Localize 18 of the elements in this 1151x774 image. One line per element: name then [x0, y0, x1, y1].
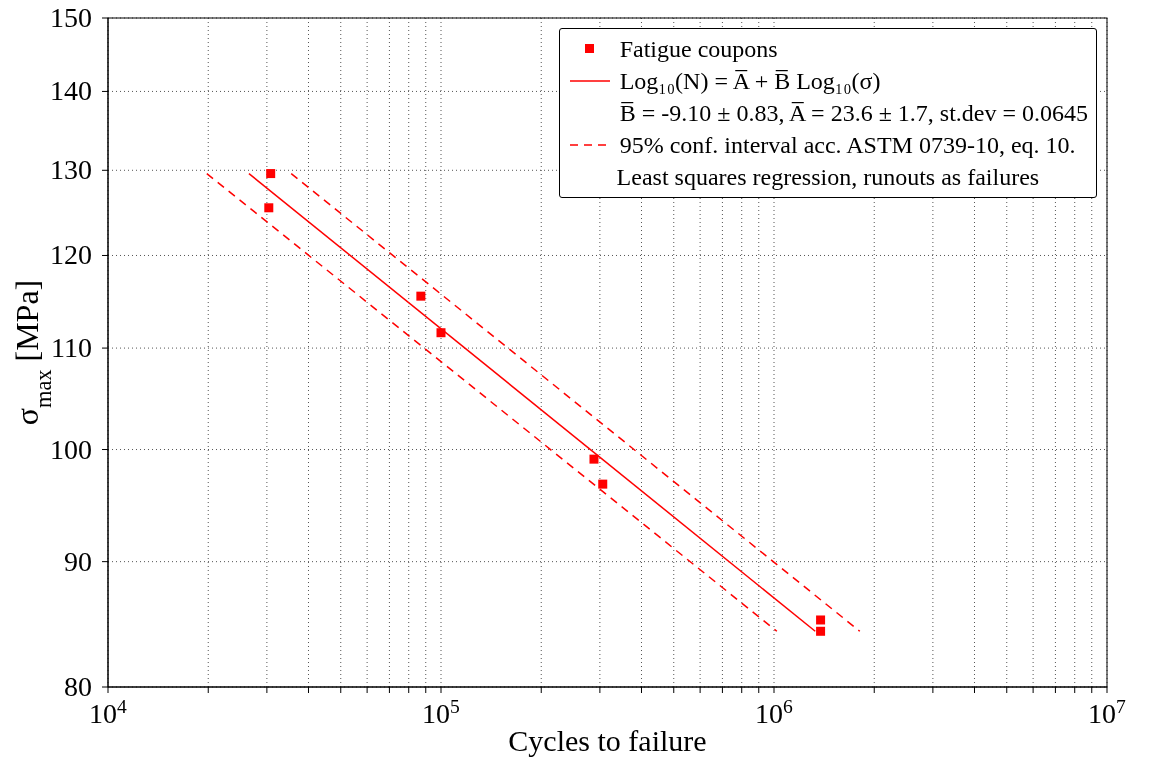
x-tick-label: 10$^{4}$: [89, 695, 128, 729]
y-tick-label: 150: [50, 2, 92, 33]
y-tick-label: 130: [50, 154, 92, 186]
annotation: Least squares regression, runouts as failures: [615, 163, 1041, 192]
x-tick-label: 10$^{6}$: [755, 695, 794, 729]
y-tick-label: 140: [50, 75, 92, 107]
y-tick-label: 120: [50, 239, 92, 271]
x-tick-label: 10$^{5}$: [422, 695, 461, 729]
x-tick-label: 10$^{7}$: [1088, 695, 1127, 729]
y-tick-label: 90: [64, 545, 92, 577]
legend-label: Fatigue coupons: [619, 35, 778, 64]
x-axis-title: Cycles to failure: [508, 724, 707, 757]
legend-label: 95% conf. interval acc. ASTM 0739-10, eq. 10.: [619, 131, 1076, 160]
y-tick-label: 80: [64, 671, 92, 702]
y-tick-label: 110: [51, 332, 92, 364]
y-tick-label: 100: [50, 433, 92, 465]
legend-label: Log₁₀(N) = A̅ + B̅ Log₁₀(σ): [619, 67, 881, 96]
annotation: B̅ = -9.10 ± 0.83, A̅ = 23.6 ± 1.7, st.dev = 0.0645: [618, 99, 1088, 128]
